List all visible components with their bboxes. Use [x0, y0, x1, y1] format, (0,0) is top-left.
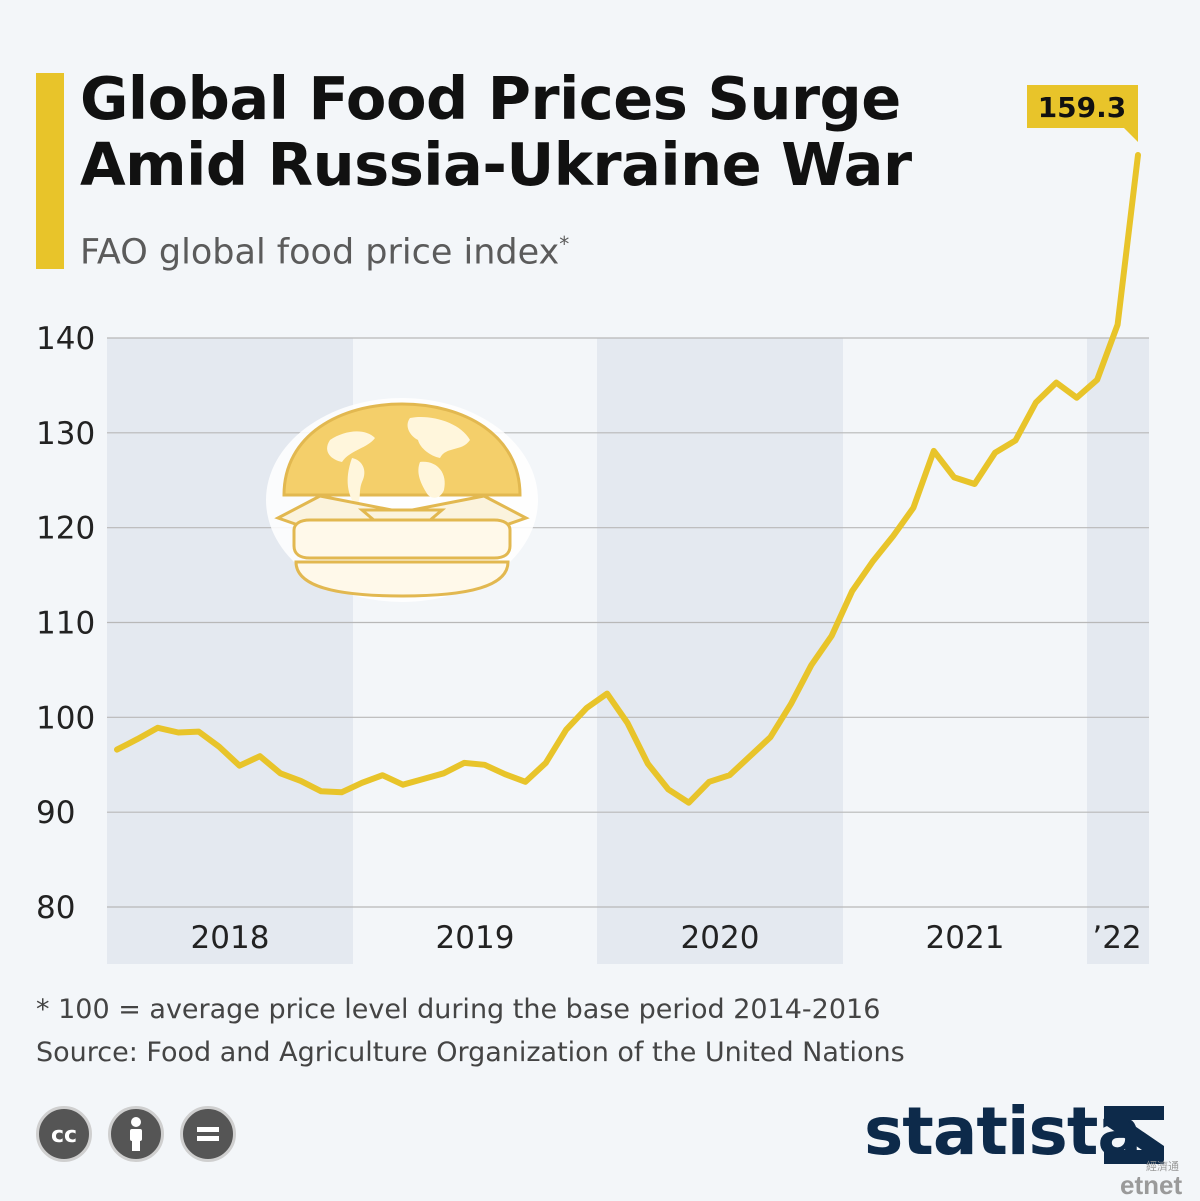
y-tick-label: 100 [36, 700, 95, 736]
grid-lines [107, 337, 1149, 908]
title-accent-bar [36, 73, 64, 269]
chart-notes: * 100 = average price level during the b… [36, 988, 905, 1074]
subtitle-footnote-mark: * [559, 232, 570, 256]
year-bands [107, 338, 1149, 964]
x-tick-label: 2020 [681, 920, 760, 956]
y-tick-label: 120 [36, 511, 95, 547]
year-band-2020 [597, 338, 843, 964]
last-value-callout: 159.3 [1027, 85, 1138, 142]
x-tick-label: ’22 [1092, 920, 1141, 956]
y-tick-label: 130 [36, 416, 95, 452]
year-band-2022 [1087, 338, 1149, 964]
y-axis: 80 90 100 110 120 130 140 [36, 321, 95, 926]
page-title: Global Food Prices Surge Amid Russia-Ukr… [80, 66, 912, 198]
x-tick-label: 2021 [926, 920, 1005, 956]
x-axis: 2018 2019 2020 2021 ’22 [191, 920, 1142, 956]
svg-text:cc: cc [51, 1123, 77, 1148]
watermark-chinese: 經濟通 [1146, 1160, 1179, 1173]
y-tick-label: 90 [36, 795, 75, 831]
y-tick-label: 80 [36, 890, 75, 926]
chart-subtitle: FAO global food price index* [80, 232, 569, 273]
callout-box [1027, 85, 1138, 142]
source-note: Source: Food and Agriculture Organizatio… [36, 1037, 905, 1068]
food-price-index-line [114, 152, 1141, 806]
statista-brand[interactable]: statista [864, 1093, 1142, 1170]
callout-value: 159.3 [1038, 91, 1127, 124]
y-tick-label: 140 [36, 321, 95, 357]
subtitle-text: FAO global food price index [80, 232, 560, 273]
attribution-icon[interactable] [108, 1106, 164, 1162]
watermark-etnet: etnet [1120, 1170, 1183, 1200]
no-derivatives-icon[interactable] [180, 1106, 236, 1162]
cc-icon[interactable]: cc [36, 1106, 92, 1162]
statista-logo-icon [1104, 1106, 1164, 1164]
title-line-1: Global Food Prices Surge [80, 64, 901, 133]
y-tick-label: 110 [36, 606, 95, 642]
x-tick-label: 2019 [436, 920, 515, 956]
footnote: * 100 = average price level during the b… [36, 994, 881, 1025]
food-globe-burger-icon [266, 398, 538, 602]
title-line-2: Amid Russia-Ukraine War [80, 130, 912, 199]
x-tick-label: 2018 [191, 920, 270, 956]
